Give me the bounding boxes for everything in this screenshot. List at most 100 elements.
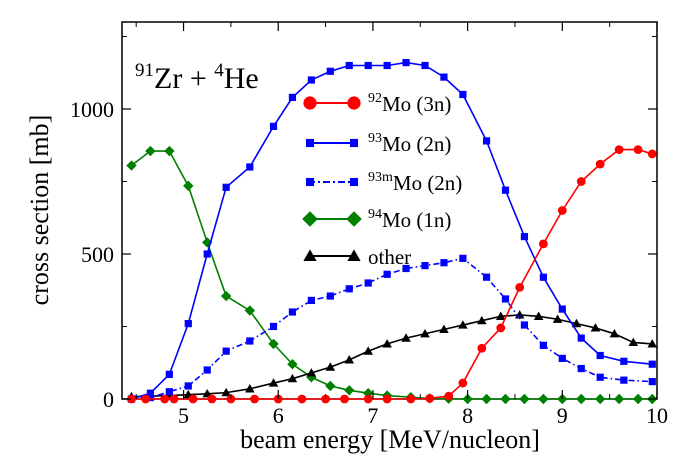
data-point xyxy=(458,378,468,388)
data-point xyxy=(609,328,620,338)
data-point xyxy=(477,315,487,325)
data-point xyxy=(613,393,625,405)
data-point xyxy=(500,393,511,405)
y-tick-label: 0 xyxy=(103,387,114,412)
legend-marker xyxy=(347,96,361,110)
data-point xyxy=(402,264,410,273)
data-point xyxy=(596,351,604,360)
data-point xyxy=(595,159,605,169)
data-point xyxy=(421,262,429,270)
data-point xyxy=(245,384,255,393)
series-line xyxy=(130,150,653,400)
data-point xyxy=(596,373,604,381)
series-4 xyxy=(126,310,658,401)
data-point xyxy=(402,59,410,67)
data-point xyxy=(648,360,656,368)
x-tick-label: 9 xyxy=(557,403,568,428)
legend-label-text: Mo (2n) xyxy=(393,171,462,195)
data-point xyxy=(482,137,491,145)
legend-label: 93Mo (2n) xyxy=(368,131,451,156)
legend-label-text: Mo (2n) xyxy=(382,132,451,156)
x-axis-title: beam energy [MeV/nucleon] xyxy=(240,425,540,454)
data-point xyxy=(165,388,173,396)
legend-entry: 93Mo (2n) xyxy=(305,131,451,156)
data-point xyxy=(633,145,643,155)
data-point xyxy=(222,347,230,355)
data-point xyxy=(268,378,279,387)
data-point xyxy=(647,149,657,159)
data-point xyxy=(594,393,606,405)
data-point xyxy=(222,183,230,191)
data-point xyxy=(520,233,529,241)
data-point xyxy=(325,380,336,392)
data-point xyxy=(344,355,355,364)
series-line xyxy=(131,148,653,400)
legend-marker xyxy=(346,211,362,227)
data-point xyxy=(307,296,315,304)
legend-label: 93mMo (2n) xyxy=(368,170,462,195)
legend-label-sup: 93m xyxy=(368,170,393,185)
data-point xyxy=(184,320,192,328)
legend-label: 92Mo (3n) xyxy=(368,91,451,116)
data-point xyxy=(481,393,492,405)
data-point xyxy=(287,373,298,383)
series-line xyxy=(131,314,653,398)
data-point xyxy=(221,387,231,397)
legend-entry: 94Mo (1n) xyxy=(302,207,451,232)
data-point xyxy=(620,376,628,384)
legend: 92Mo (3n)93Mo (2n)93mMo (2n)94Mo (1n)oth… xyxy=(302,91,462,269)
data-point xyxy=(363,346,373,355)
data-point xyxy=(288,93,297,101)
legend-entry: other xyxy=(303,245,411,269)
data-point xyxy=(127,394,136,404)
x-tick-label: 5 xyxy=(178,403,189,428)
data-point xyxy=(297,394,307,404)
data-point xyxy=(383,61,391,70)
legend-marker xyxy=(347,249,361,261)
data-point xyxy=(288,308,297,316)
legend-label-text: Mo (3n) xyxy=(382,92,451,116)
data-point xyxy=(146,393,155,402)
data-point xyxy=(552,314,563,323)
legend-marker xyxy=(349,177,359,187)
data-point xyxy=(444,391,454,401)
data-point xyxy=(576,177,586,186)
data-point xyxy=(364,279,372,287)
data-point xyxy=(382,339,392,348)
data-point xyxy=(501,295,510,303)
data-point xyxy=(420,328,430,338)
data-point xyxy=(458,320,468,329)
x-tick-label: 10 xyxy=(646,403,668,428)
data-point xyxy=(203,250,211,258)
data-point xyxy=(614,145,624,155)
data-point xyxy=(306,368,317,377)
data-point xyxy=(126,160,137,171)
data-point xyxy=(620,357,628,365)
data-point xyxy=(590,323,601,332)
data-point xyxy=(477,343,487,353)
y-tick-label: 1000 xyxy=(70,97,114,122)
series-0 xyxy=(127,145,657,404)
data-point xyxy=(648,378,656,386)
data-point xyxy=(439,324,449,333)
data-point xyxy=(538,239,548,249)
data-point xyxy=(220,290,232,302)
data-point xyxy=(628,337,639,347)
data-point xyxy=(269,122,278,130)
data-point xyxy=(459,90,467,99)
data-point xyxy=(539,273,547,281)
data-point xyxy=(246,163,254,171)
data-point xyxy=(146,389,155,397)
legend-label-text: Mo (1n) xyxy=(382,208,451,232)
data-point xyxy=(325,362,336,371)
data-point xyxy=(401,333,411,342)
series-layer xyxy=(126,59,658,405)
data-point xyxy=(363,394,373,404)
data-point xyxy=(539,341,547,349)
legend-label: other xyxy=(368,245,411,269)
data-point xyxy=(647,339,658,348)
legend-label-sup: 93 xyxy=(368,131,382,146)
data-point xyxy=(203,366,211,374)
data-point xyxy=(538,393,549,405)
